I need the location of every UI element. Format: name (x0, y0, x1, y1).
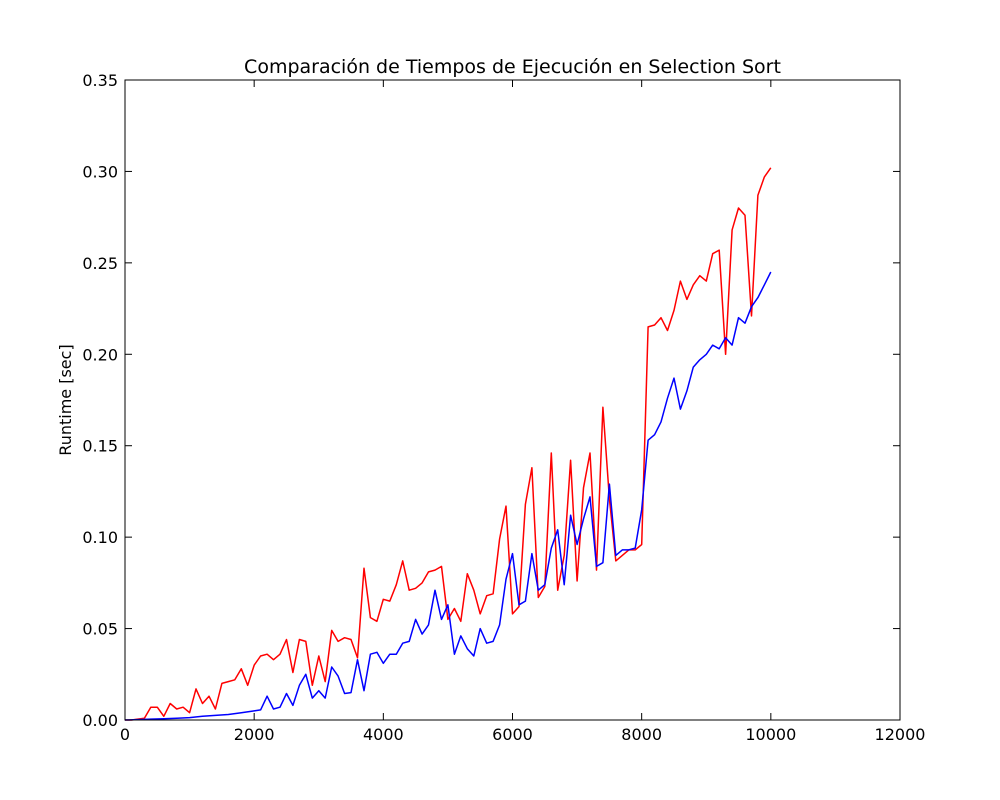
x-tick-label: 2000 (234, 725, 275, 744)
x-tick-label: 12000 (875, 725, 926, 744)
x-tick-label: 10000 (745, 725, 796, 744)
series-line-2 (124, 271, 772, 721)
x-tick-label: 6000 (492, 725, 533, 744)
x-tick-label: 0 (120, 725, 130, 744)
series-line-1 (125, 167, 772, 721)
y-tick-label: 0.15 (82, 437, 118, 456)
chart-title: Comparación de Tiempos de Ejecución en S… (244, 56, 781, 78)
series-layer (124, 167, 772, 721)
y-tick-label: 0.10 (82, 528, 118, 547)
y-tick-label: 0.00 (82, 711, 118, 730)
ticks-layer: 0 2000 4000 6000 8000 10000 12000 0.00 0.05 0.10 0… (82, 71, 925, 744)
y-tick-label: 0.30 (82, 162, 118, 181)
x-tick-label: 8000 (621, 725, 662, 744)
x-tick-label: 4000 (363, 725, 404, 744)
y-axis-label: Runtime [sec] (56, 344, 75, 455)
y-tick-label: 0.05 (82, 620, 118, 639)
y-tick-label: 0.25 (82, 254, 118, 273)
y-tick-label: 0.20 (82, 345, 118, 364)
y-tick-label: 0.35 (82, 71, 118, 90)
